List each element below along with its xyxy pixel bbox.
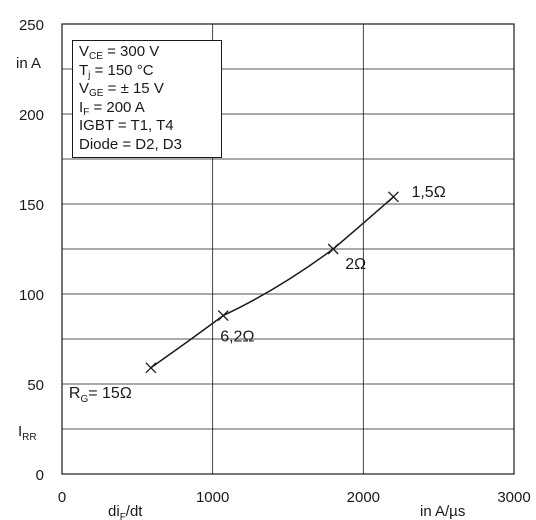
x-tick-label: 2000 [347, 489, 380, 506]
series-markers [145, 191, 399, 374]
point-label: 2Ω [345, 256, 366, 273]
point-label: RG= 15Ω [69, 385, 132, 405]
y-tick-label: 200 [19, 107, 44, 124]
condition-line: Tj = 150 °C [79, 61, 154, 81]
y-unit-label: in A [16, 55, 41, 72]
condition-line: IGBT = T1, T4 [79, 117, 174, 135]
data-point-marker [388, 191, 399, 203]
x-unit-label: in A/µs [420, 503, 465, 520]
condition-line: VCE = 300 V [79, 43, 160, 62]
condition-line: VGE = ± 15 V [79, 80, 164, 100]
x-tick-labels: 0 1000 2000 3000 [58, 489, 531, 506]
y-tick-label: 50 [27, 377, 44, 394]
condition-line: IF = 200 A [79, 98, 145, 118]
data-point-marker [145, 362, 157, 374]
x-tick-label: 3000 [497, 489, 530, 506]
point-label: 6,2Ω [220, 329, 254, 346]
data-point-marker [327, 243, 339, 255]
point-labels: RG= 15Ω 6,2Ω 2Ω 1,5Ω [69, 184, 446, 405]
series-line [150, 196, 394, 369]
y-tick-label: 100 [19, 287, 44, 304]
y-tick-labels: 0 50 100 150 200 250 [19, 17, 44, 484]
y-axis-label: IRR [18, 423, 37, 443]
x-tick-label: 0 [58, 489, 66, 506]
x-axis-label: diF/dt [108, 503, 143, 520]
x-tick-label: 1000 [196, 489, 229, 506]
data-point-marker [217, 310, 229, 322]
test-conditions-box: VCE = 300 V Tj = 150 °C VGE = ± 15 V IF = … [72, 40, 222, 158]
y-tick-label: 0 [36, 467, 44, 484]
y-tick-label: 150 [19, 197, 44, 214]
plot-frame [61, 23, 515, 475]
condition-line: Diode = D2, D3 [79, 135, 182, 153]
point-label: 1,5Ω [411, 184, 445, 201]
y-tick-label: 250 [19, 17, 44, 34]
